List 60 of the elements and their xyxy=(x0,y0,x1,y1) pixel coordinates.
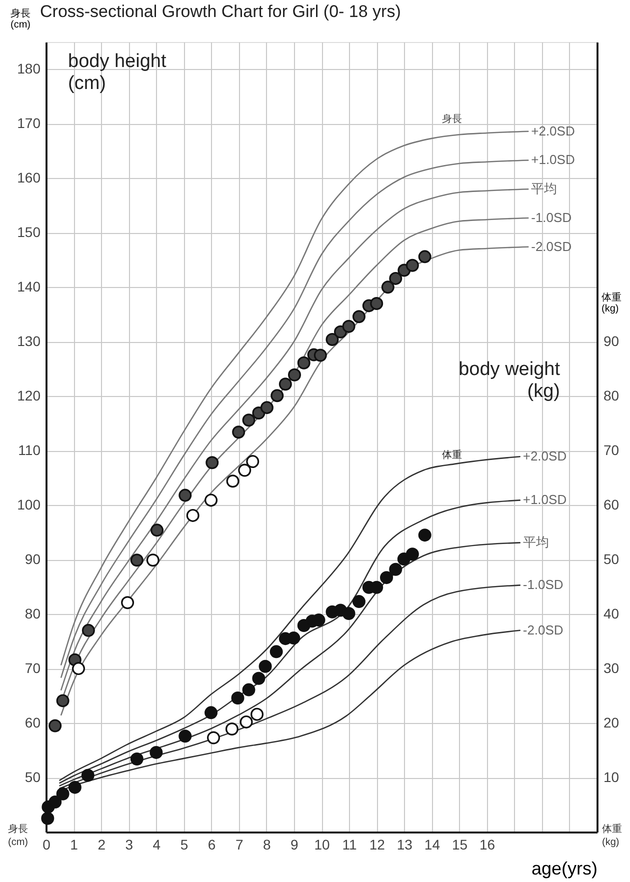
y-tick-label: 170 xyxy=(17,115,41,132)
y-axis-title: 身長 (cm) xyxy=(10,8,30,30)
series-label: -1.0SD xyxy=(531,210,572,225)
y-tick-label: 80 xyxy=(24,606,41,622)
y2-tick-label: 80 xyxy=(604,388,620,404)
y-tick-label: 130 xyxy=(17,333,41,350)
y-tick-label: 100 xyxy=(17,496,41,513)
x-tick-label: 2 xyxy=(98,836,106,852)
series-label: -2.0SD xyxy=(531,238,572,254)
x-tick-label: 6 xyxy=(208,836,216,852)
y2-tick-label: 50 xyxy=(604,551,620,568)
y-tick-label: 110 xyxy=(18,442,41,458)
y2-tick-label: 10 xyxy=(604,769,620,786)
series-label: -2.0SD xyxy=(522,622,564,638)
x-tick-label: 5 xyxy=(180,836,188,852)
x-tick-label: 15 xyxy=(452,836,468,852)
x-tick-label: 8 xyxy=(263,836,271,852)
y2-tick-label: 90 xyxy=(604,333,620,350)
annotation: 体重 xyxy=(442,449,462,461)
y-tick-label: 50 xyxy=(24,769,41,786)
x-tick-label: 13 xyxy=(396,836,413,852)
series-label: +2.0SD xyxy=(531,123,575,138)
x-tick-label: 11 xyxy=(342,836,358,852)
series-label: +1.0SD xyxy=(522,492,567,508)
y2-tick-label: 60 xyxy=(604,496,620,513)
x-tick-label: 7 xyxy=(235,836,244,852)
x-tick-label: 10 xyxy=(314,836,330,852)
x-tick-label: 14 xyxy=(424,836,440,852)
y-tick-label: 150 xyxy=(17,224,41,240)
x-tick-label: 3 xyxy=(125,836,134,852)
y-tick-label: 120 xyxy=(17,388,41,404)
y-tick-label: 180 xyxy=(17,60,41,77)
text: 身長 (cm) xyxy=(8,823,28,848)
series-label: 平均 xyxy=(531,181,558,196)
series-label: 平均 xyxy=(522,534,549,550)
x-tick-label: 1 xyxy=(70,836,78,852)
x-tick-label: 0 xyxy=(42,836,51,852)
y2-tick-label: 20 xyxy=(604,714,620,731)
x-tick-label: 4 xyxy=(152,836,161,852)
x-axis-title: age(yrs) xyxy=(531,858,598,878)
text: 体重 (kg) xyxy=(602,823,622,848)
y-tick-label: 140 xyxy=(17,278,41,295)
series-label: +1.0SD xyxy=(531,152,575,168)
y2-tick-label: 30 xyxy=(604,660,620,676)
annotation: body weight (kg) xyxy=(458,359,561,402)
y-tick-label: 90 xyxy=(24,551,41,568)
x-tick-label: 9 xyxy=(290,836,299,852)
chart-title: Cross-sectional Growth Chart for Girl (0- 18 yrs) xyxy=(40,2,401,21)
y-tick-label: 160 xyxy=(17,170,41,186)
x-tick-label: 16 xyxy=(480,836,496,852)
y2-tick-label: 40 xyxy=(604,606,620,622)
y-tick-label: 70 xyxy=(24,660,41,676)
x-tick-label: 12 xyxy=(369,836,386,852)
y2-tick-label: 70 xyxy=(604,442,620,458)
annotation: 身長 xyxy=(442,113,462,125)
series-label: +2.0SD xyxy=(522,448,567,464)
y-tick-label: 60 xyxy=(24,714,41,731)
annotation: body height (cm) xyxy=(68,51,167,94)
series-label: -1.0SD xyxy=(522,577,564,592)
y2-axis-title: 体重 (kg) xyxy=(602,292,622,314)
